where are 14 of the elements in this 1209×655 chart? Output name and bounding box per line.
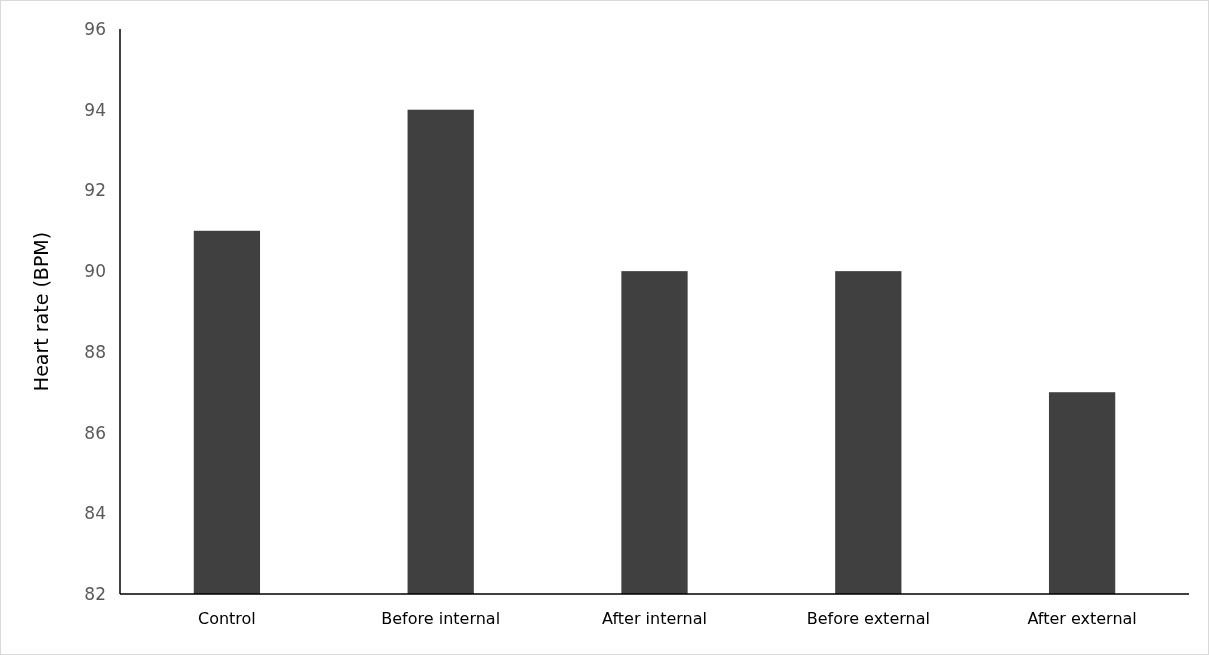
y-tick-label: 90	[84, 261, 106, 282]
y-tick-label: 88	[84, 341, 106, 362]
y-tick-label: 82	[84, 583, 106, 604]
x-tick-label: Control	[197, 609, 256, 628]
x-tick-label: Before external	[806, 609, 930, 628]
y-axis-title: Heart rate (BPM)	[30, 231, 52, 392]
x-tick-label: After external	[1027, 609, 1137, 628]
x-tick-label: After internal	[602, 609, 707, 628]
y-tick-label: 84	[84, 503, 106, 524]
x-tick-label: Before internal	[381, 609, 501, 628]
y-tick-label: 86	[84, 422, 106, 443]
y-tick-label: 94	[84, 99, 106, 120]
y-tick-label: 96	[84, 18, 106, 39]
y-tick-label: 92	[84, 180, 106, 201]
